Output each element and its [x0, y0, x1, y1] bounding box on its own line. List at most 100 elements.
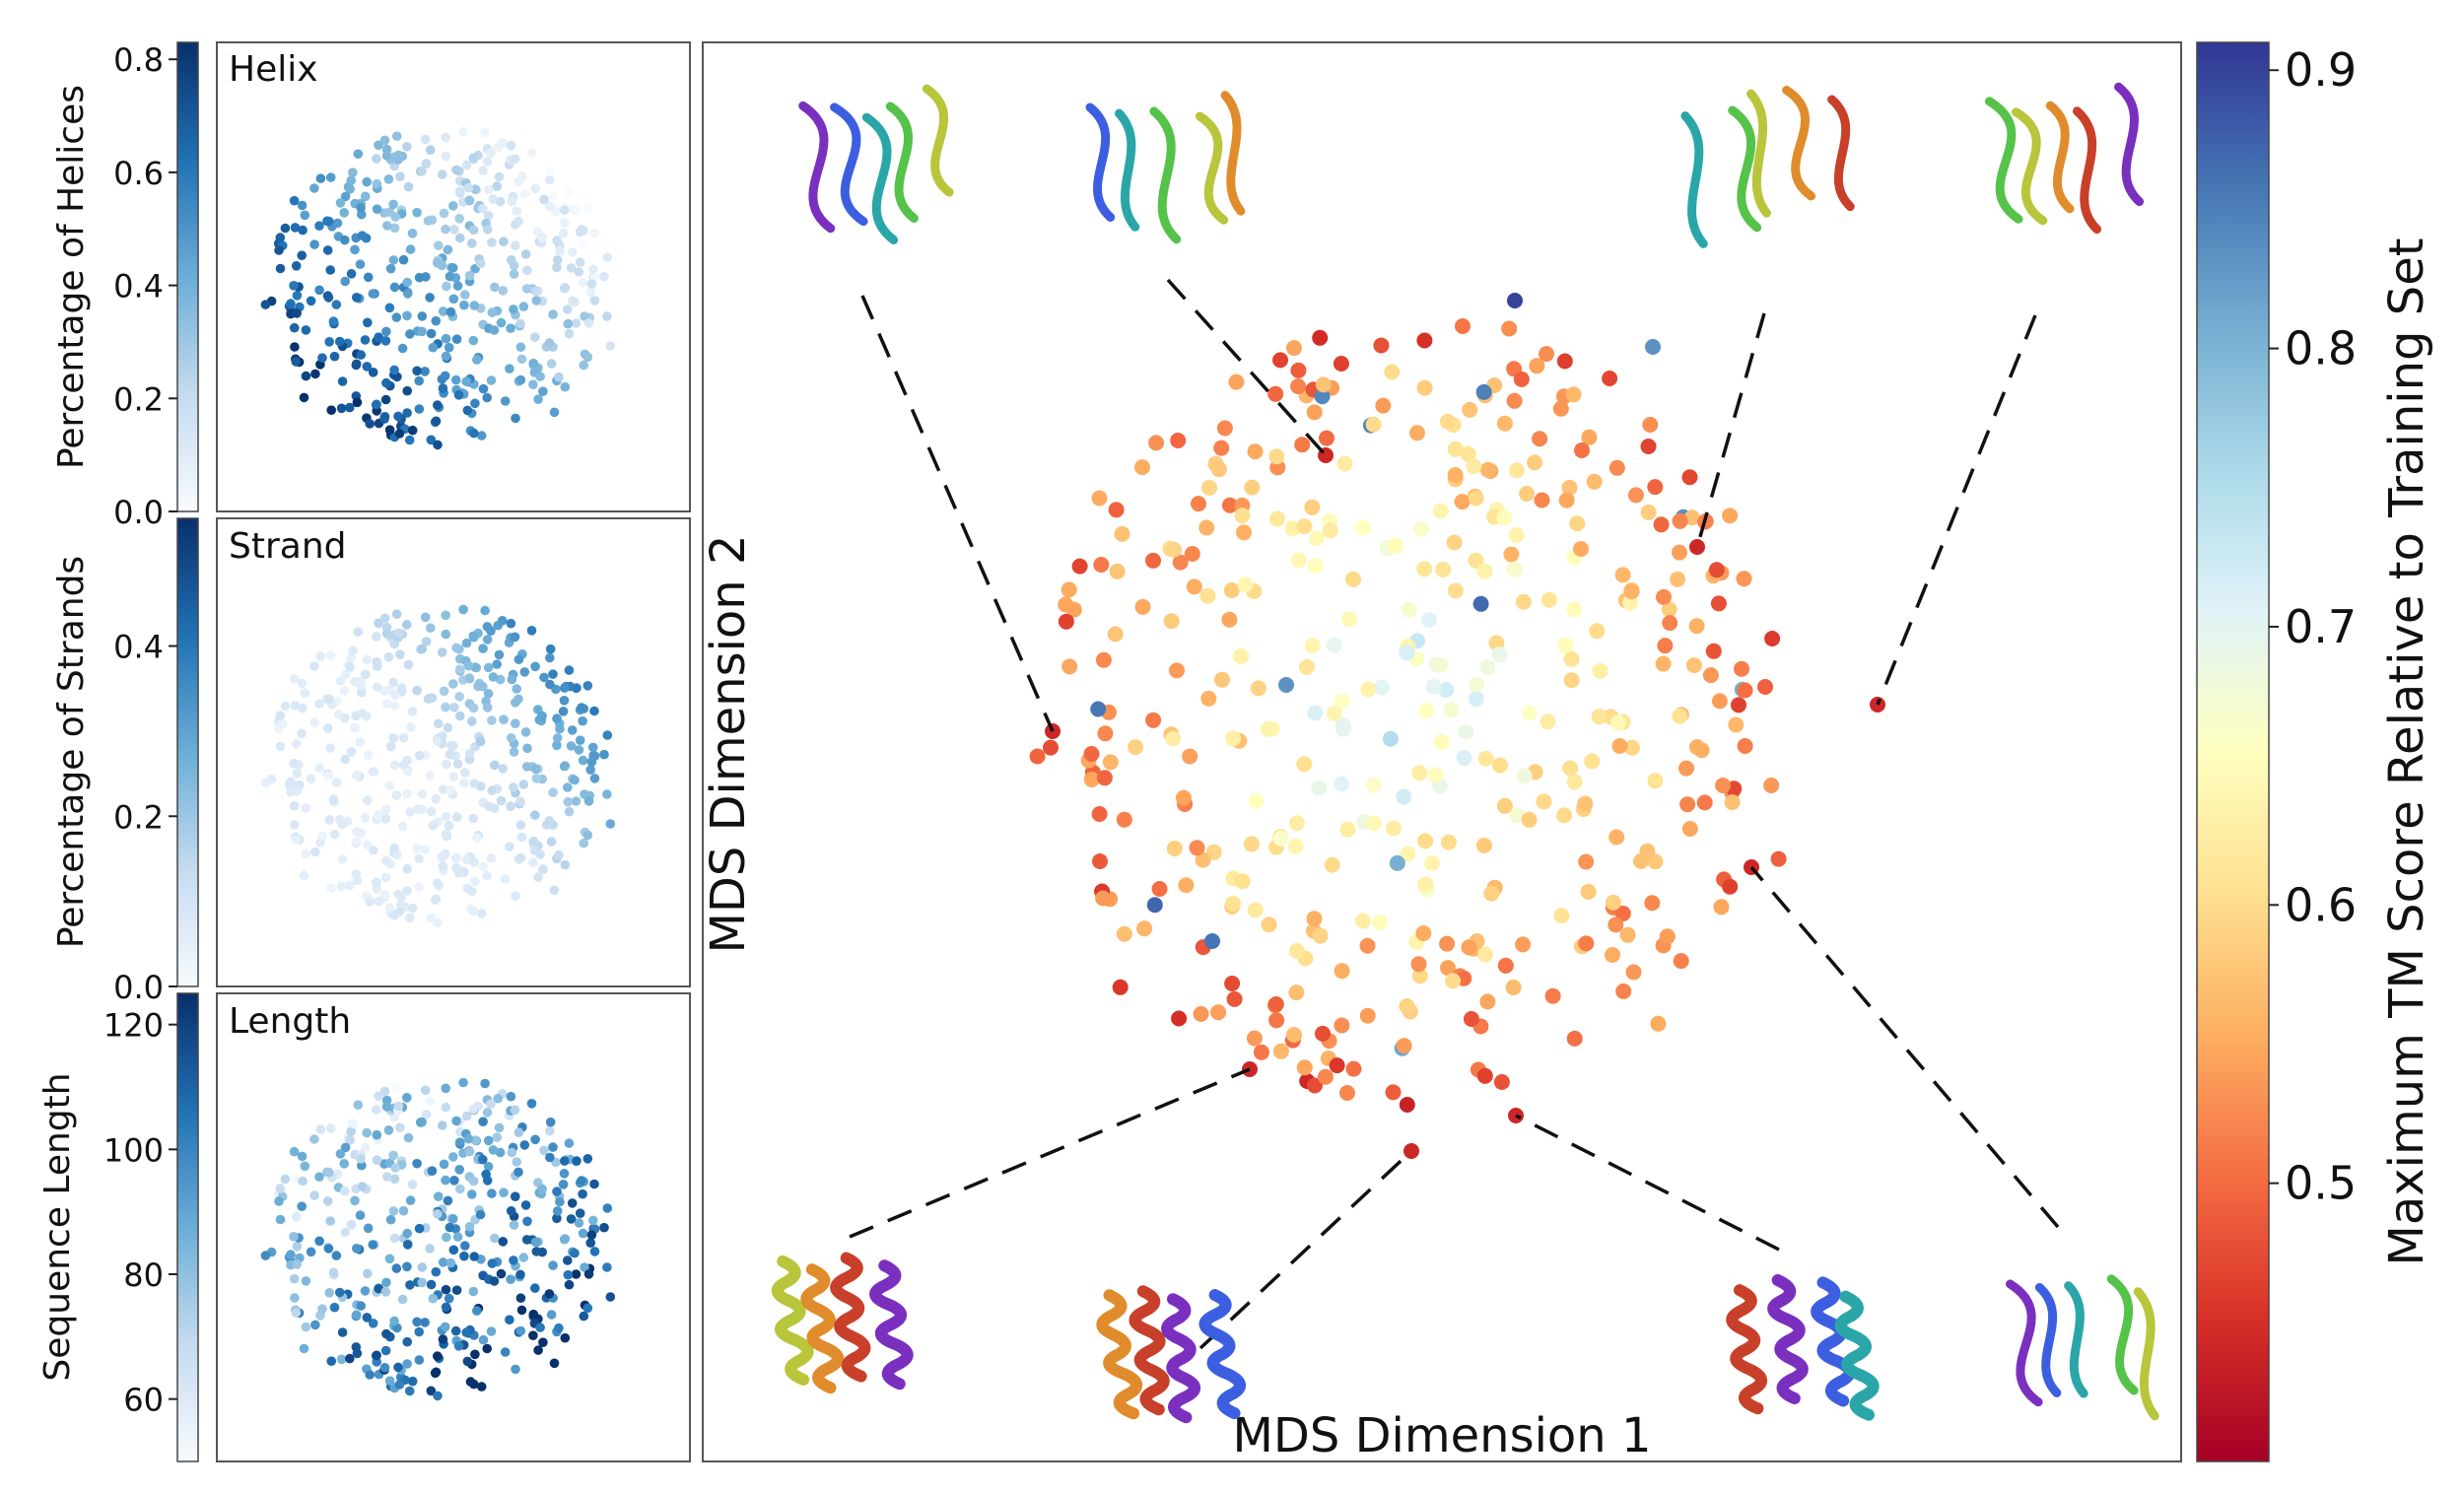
scatter-point	[1557, 638, 1574, 653]
length-colorbar-label: Sequence Length	[37, 1072, 78, 1381]
scatter-point	[1334, 1017, 1350, 1034]
scatter-point	[331, 1251, 342, 1260]
scatter-point	[482, 1176, 493, 1186]
scatter-point	[468, 1104, 479, 1115]
scatter-point	[441, 151, 451, 162]
scatter-point	[496, 795, 507, 806]
scatter-point	[402, 886, 412, 896]
scatter-point	[509, 782, 518, 792]
scatter-point	[389, 365, 399, 375]
scatter-point	[1479, 993, 1496, 1010]
scatter-point	[309, 1134, 319, 1144]
scatter-point	[475, 1209, 486, 1220]
scatter-point	[391, 1263, 402, 1273]
scatter-point	[363, 272, 374, 283]
scatter-point	[1647, 479, 1664, 496]
scatter-point	[1540, 591, 1557, 608]
scatter-point	[1503, 546, 1520, 563]
scatter-point	[1205, 844, 1222, 860]
scatter-point	[289, 195, 300, 206]
scatter-point	[507, 674, 517, 685]
scatter-point	[1221, 497, 1238, 513]
tick-label: 0.0	[113, 969, 164, 1006]
scatter-point	[1477, 946, 1494, 963]
scatter-point	[407, 425, 418, 436]
scatter-point	[1458, 723, 1474, 740]
scatter-point	[346, 1126, 357, 1136]
tick-label: 0.5	[2285, 1157, 2357, 1210]
scatter-point	[362, 362, 373, 372]
scatter-point	[1683, 509, 1700, 526]
scatter-point	[1608, 916, 1624, 933]
scatter-point	[478, 861, 489, 872]
scatter-point	[391, 790, 402, 800]
scatter-point	[1311, 780, 1328, 796]
scatter-point	[1413, 520, 1430, 537]
scatter-point	[323, 1244, 334, 1254]
scatter-point	[1509, 462, 1525, 479]
scatter-point	[404, 1386, 415, 1396]
scatter-point	[1640, 439, 1657, 454]
scatter-point	[417, 311, 428, 321]
scatter-point	[458, 604, 468, 615]
scatter-point	[306, 1247, 316, 1257]
scatter-point	[1581, 429, 1598, 445]
structure-ribbon	[1096, 1289, 1143, 1420]
scatter-point	[348, 168, 358, 177]
scatter-point	[323, 771, 334, 780]
scatter-point	[356, 1301, 367, 1311]
scatter-point	[1267, 996, 1284, 1012]
main-xlabel: MDS Dimension 1	[1232, 1408, 1651, 1463]
scatter-point	[402, 1240, 413, 1250]
structure-ribbon	[1149, 106, 1182, 244]
scatter-point	[420, 1318, 430, 1327]
scatter-point	[1544, 987, 1561, 1004]
scatter-point	[513, 694, 523, 705]
scatter-point	[530, 810, 540, 820]
scatter-point	[336, 881, 347, 892]
scatter-point	[402, 1228, 413, 1239]
scatter-point	[483, 1162, 494, 1172]
scatter-point	[1286, 1027, 1302, 1043]
scatter-point	[1433, 734, 1450, 750]
scatter-point	[1656, 588, 1672, 605]
structure-ribbon	[2106, 1274, 2139, 1395]
scatter-point	[391, 609, 402, 619]
scatter-point	[384, 303, 395, 313]
tick-label: 0.8	[2285, 322, 2357, 375]
scatter-point	[469, 301, 480, 310]
scatter-point	[444, 820, 454, 831]
scatter-point	[467, 1189, 477, 1199]
scatter-point	[1644, 895, 1661, 912]
scatter-point	[552, 262, 562, 273]
scatter-point	[505, 1315, 514, 1324]
scatter-point	[582, 203, 593, 213]
scatter-point	[336, 403, 347, 414]
scatter-point	[515, 342, 526, 353]
structure-ribbon	[1811, 1276, 1856, 1407]
leader-line	[860, 295, 1055, 732]
scatter-point	[1757, 679, 1773, 695]
structure-ribbon	[2011, 107, 2048, 226]
scatter-point	[1387, 537, 1403, 554]
scatter-point	[1728, 716, 1745, 733]
scatter-point	[274, 1196, 284, 1206]
protein-structure-insets	[771, 82, 2159, 1424]
scatter-point	[574, 745, 584, 755]
scatter-point	[379, 1086, 390, 1097]
scatter-point	[443, 1195, 453, 1206]
scatter-point	[461, 854, 472, 864]
scatter-point	[1354, 519, 1371, 536]
scatter-point	[1389, 854, 1405, 871]
scatter-point	[300, 210, 310, 221]
scatter-point	[1532, 431, 1548, 447]
scatter-point	[512, 684, 521, 694]
scatter-point	[459, 778, 469, 788]
scatter-point	[476, 431, 487, 441]
structure-ribbon	[2114, 82, 2145, 207]
scatter-point	[1223, 582, 1240, 598]
scatter-point	[1403, 1143, 1419, 1159]
scatter-point	[290, 223, 301, 233]
scatter-point	[346, 653, 357, 663]
scatter-point	[1213, 440, 1230, 456]
